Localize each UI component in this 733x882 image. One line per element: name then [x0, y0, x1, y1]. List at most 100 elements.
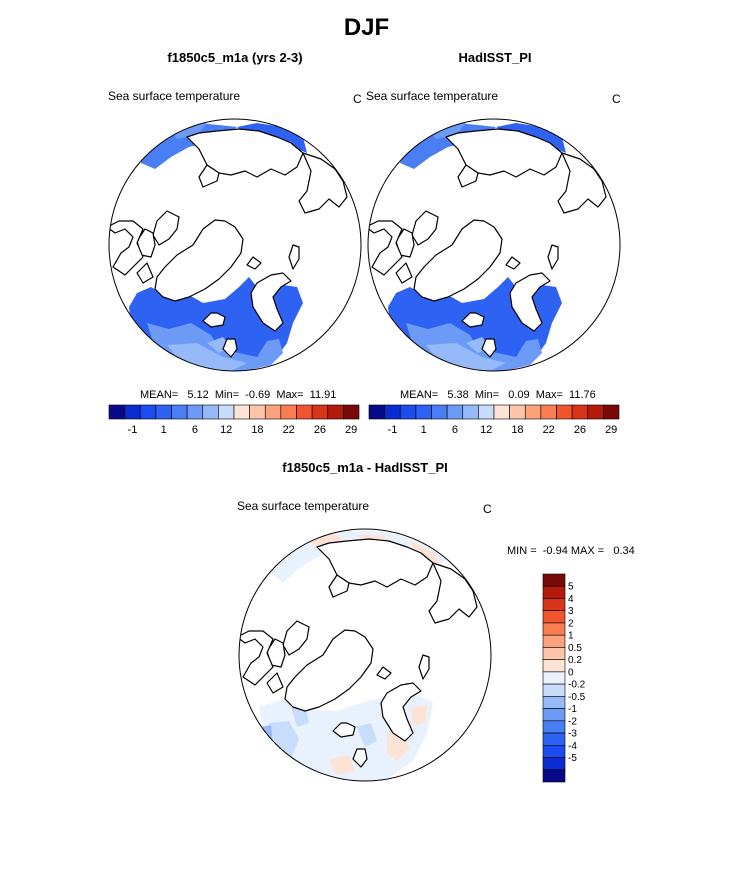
panel-1-colorbar-tick-label: 6: [192, 424, 198, 436]
panel-2-colorbar-swatch: [587, 404, 604, 420]
panel-3-colorbar-tick-label: 0.5: [568, 643, 582, 654]
panel-3-colorbar-tick-label: -0.5: [568, 692, 586, 703]
panel-2-colorbar-swatch: [446, 404, 464, 420]
panel-3-map: [238, 528, 492, 782]
panel-1-map-land: [246, 256, 262, 270]
panel-2-colorbar-swatch: [603, 404, 620, 420]
panel-2-map-land: [411, 210, 439, 246]
panel-1-colorbar-tick-label: -1: [128, 424, 138, 436]
panel-1-map-land: [154, 219, 244, 302]
panel-3-colorbar-swatch: [542, 720, 566, 734]
panel-2-colorbar-swatch: [384, 404, 401, 420]
panel-3-map-diff-region: [329, 755, 355, 775]
panel-2-title: HadISST_PI: [458, 50, 532, 65]
panel-2-colorbar-swatch: [540, 404, 557, 420]
panel-3-colorbar-swatch: [542, 610, 566, 624]
panel-3-colorbar-swatch: [542, 708, 566, 722]
panel-3-colorbar-tick-label: 2: [568, 618, 574, 629]
panel-2-colorbar-swatch: [368, 404, 385, 420]
panel-3-colorbar-tick-label: 0: [568, 667, 574, 678]
panel-1-title: f1850c5_m1a (yrs 2-3): [167, 50, 303, 65]
panel-3-colorbar-tick-label: -4: [568, 741, 577, 752]
panel-3-colorbar-tick-label: -1: [568, 704, 577, 715]
panel-1-map: [108, 118, 362, 372]
panel-1-colorbar-swatch: [327, 404, 344, 420]
panel-1-map-land: [152, 210, 180, 246]
panel-3-colorbar-swatch: [542, 573, 566, 587]
panel-3-map-frame: [238, 528, 492, 782]
panel-1-colorbar-swatch: [139, 404, 157, 420]
panel-1-colorbar-tick-label: 22: [283, 424, 295, 436]
panel-1-map-land: [109, 220, 144, 276]
figure-title: DJF: [343, 14, 390, 41]
panel-3-map-land: [284, 629, 374, 712]
panel-2-colorbar-tick-label: 1: [421, 424, 427, 436]
panel-3-colorbar-swatch: [542, 659, 566, 673]
panel-3-title: f1850c5_m1a - HadISST_PI: [282, 460, 448, 475]
panel-3-map-land: [282, 620, 310, 656]
panel-2-colorbar-swatch: [478, 404, 495, 420]
panel-2-variable: Sea surface temperature: [366, 89, 499, 103]
panel-2-colorbar: -1 1 6 12 18 22 26 29: [368, 404, 620, 436]
panel-3-map-land: [332, 722, 356, 738]
panel-3-colorbar-tick-label: 1: [568, 631, 574, 642]
panel-2-map-land: [547, 244, 559, 270]
panel-1-colorbar-tick-label: 12: [220, 424, 232, 436]
panel-2-colorbar-swatch: [524, 404, 542, 420]
panel-2-map-field: [368, 119, 620, 371]
panel-1-colorbar-swatch: [124, 404, 141, 420]
panel-1-colorbar: -1 1 6 12 18 22 26 29: [108, 404, 360, 436]
panel-2-colorbar-swatch: [571, 404, 589, 420]
panel-3-colorbar-tick-label: 5: [568, 582, 574, 593]
panel-3-map-diff-region: [269, 721, 299, 759]
panel-3-colorbar-tick-label: -5: [568, 753, 577, 764]
panel-1-colorbar-tick-label: 29: [345, 424, 357, 436]
panel-3-map-land: [266, 672, 284, 694]
panel-1-map-land: [198, 164, 220, 188]
panel-1-colorbar-swatch: [280, 404, 297, 420]
panel-2-colorbar-swatch: [493, 404, 510, 420]
panel-1-units: C: [353, 92, 362, 106]
panel-3-map-diff-region: [357, 723, 377, 747]
panel-1-variable: Sea surface temperature: [108, 89, 241, 103]
panel-1-map-field: [109, 119, 361, 371]
panel-2-map-land: [505, 256, 521, 270]
panel-2-map-land: [413, 219, 503, 302]
panel-3-map-field: [239, 529, 491, 781]
panel-3-map-land: [376, 666, 392, 680]
panel-2-map-land: [481, 338, 497, 358]
panel-3-colorbar-swatch: [542, 671, 566, 685]
panel-2-colorbar-tick-label: 6: [452, 424, 458, 436]
panel-3-colorbar-swatch: [542, 696, 566, 709]
panel-1-map-frame: [108, 118, 362, 372]
panel-2-colorbar-swatch: [431, 404, 448, 420]
panel-2-units: C: [612, 92, 621, 106]
panel-2-colorbar-swatch: [462, 404, 479, 420]
panel-1-colorbar-swatch: [155, 404, 172, 420]
panel-1-colorbar-swatch: [311, 404, 329, 420]
panel-1-map-land: [288, 244, 300, 270]
panel-3-colorbar-tick-label: -3: [568, 729, 577, 740]
panel-2-colorbar-swatch: [399, 404, 417, 420]
panel-3-colorbar-swatch: [542, 757, 566, 771]
panel-2-colorbar-tick-label: 18: [511, 424, 523, 436]
panel-3-map-land: [239, 630, 274, 686]
panel-3-colorbar-swatch: [542, 683, 566, 697]
panel-3-map-diff-region: [411, 705, 427, 725]
panel-3-map-land: [380, 682, 422, 742]
panel-2-colorbar-swatch: [415, 404, 432, 420]
panel-3-map-diff-region: [267, 531, 447, 583]
panel-2-colorbar-tick-label: 29: [605, 424, 617, 436]
panel-3-colorbar-tick-label: 4: [568, 594, 574, 605]
panel-2-colorbar-tick-label: -1: [388, 424, 398, 436]
panel-1-colorbar-tick-label: 18: [251, 424, 263, 436]
panel-1-colorbar-swatch: [343, 404, 360, 420]
panel-3-colorbar-swatch: [542, 598, 566, 612]
panel-2-stats: MEAN= 5.38 Min= 0.09 Max= 11.76: [400, 389, 596, 401]
panel-1-colorbar-swatch: [171, 404, 188, 420]
panel-3-colorbar-swatch: [542, 622, 566, 636]
panel-2-map-land: [395, 262, 413, 284]
panel-3-colorbar-tick-label: 0.2: [568, 655, 582, 666]
panel-3-colorbar-swatch: [542, 585, 566, 599]
panel-2-colorbar-tick-label: 12: [480, 424, 492, 436]
